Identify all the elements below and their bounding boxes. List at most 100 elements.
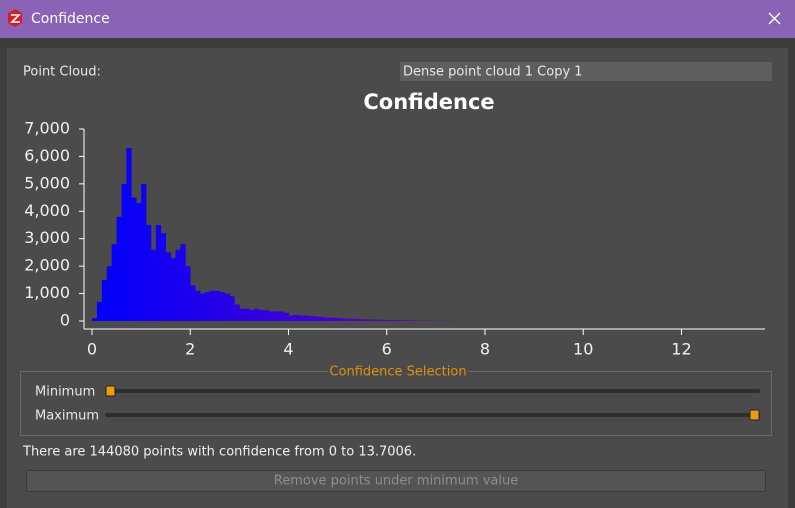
histogram-bar (244, 308, 250, 321)
histogram-bar (190, 285, 196, 321)
histogram-bar (121, 183, 127, 321)
histogram-bar (283, 312, 289, 321)
histogram-bar (367, 319, 373, 321)
histogram-bar (229, 296, 235, 321)
minimum-slider[interactable] (105, 389, 760, 393)
histogram-bar (165, 252, 171, 321)
histogram-bar (371, 319, 378, 321)
histogram-bar (303, 315, 309, 321)
group-title: Confidence Selection (329, 365, 466, 380)
histogram-bar (357, 319, 363, 321)
histogram-bar (308, 316, 314, 321)
histogram-bar (224, 293, 230, 321)
status-text: There are 144080 points with confidence … (22, 445, 416, 460)
histogram-bar (101, 279, 108, 321)
histogram-bar (131, 197, 137, 321)
histogram-bar (391, 320, 397, 321)
chart-title: Confidence (363, 90, 494, 114)
minimum-handle[interactable] (105, 385, 116, 397)
remove-button-label: Remove points under minimum value (274, 474, 519, 489)
histogram-bar (111, 244, 117, 321)
histogram: 0 1,000 2,000 3,000 4,000 5,000 6,000 7,000 0 2 4 6… (24, 119, 765, 359)
histogram-bar (116, 216, 122, 321)
y-tick-label: 6,000 (24, 146, 70, 165)
histogram-bar (146, 225, 152, 321)
histogram-bar (313, 316, 319, 321)
x-tick-label: 8 (480, 340, 490, 359)
histogram-bar (185, 266, 191, 321)
y-tick-label: 2,000 (24, 256, 70, 275)
remove-button[interactable] (26, 470, 766, 492)
histogram-bar (396, 320, 402, 321)
histogram-bar (96, 301, 103, 321)
histogram-bar (234, 304, 240, 321)
histogram-bar (362, 319, 368, 321)
histogram-bar (322, 317, 329, 321)
maximum-slider[interactable] (105, 413, 760, 417)
maximum-handle[interactable] (749, 409, 760, 421)
histogram-bar (416, 320, 422, 321)
histogram-bar (204, 292, 211, 321)
point-cloud-value: Dense point cloud 1 Copy 1 (403, 65, 583, 80)
x-tick-label: 4 (283, 340, 293, 359)
histogram-bar (298, 315, 304, 321)
window-title: Confidence (31, 11, 110, 27)
histogram-bar (141, 183, 147, 321)
histogram-bar (337, 318, 343, 321)
histogram-bar (170, 257, 176, 321)
histogram-bar (92, 318, 98, 321)
histogram-bar (401, 320, 407, 321)
app-icon-mark (10, 14, 21, 23)
histogram-bar (352, 318, 358, 321)
x-tick-label: 12 (671, 340, 691, 359)
histogram-bar (254, 308, 260, 321)
histogram-bar (347, 318, 353, 321)
y-tick-label: 4,000 (24, 201, 70, 220)
histogram-bar (406, 320, 412, 321)
point-cloud-label: Point Cloud: (23, 65, 101, 80)
x-tick-label: 6 (382, 340, 392, 359)
histogram-bar (209, 290, 216, 321)
histogram-bar (411, 320, 417, 321)
histogram-bar (332, 317, 338, 321)
x-tick-label: 10 (573, 340, 593, 359)
histogram-bar (195, 290, 201, 321)
histogram-bar (180, 244, 186, 321)
y-tick-label: 5,000 (24, 173, 70, 192)
close-button[interactable] (768, 12, 781, 25)
histogram-bar (288, 315, 294, 321)
histogram-bar (263, 310, 270, 321)
histogram-bar (106, 266, 112, 321)
histogram-bar (376, 319, 383, 321)
y-tick-label: 3,000 (24, 228, 70, 247)
minimum-label: Minimum (35, 385, 95, 400)
histogram-bar (239, 308, 245, 321)
histogram-bar (317, 316, 324, 321)
histogram-bar (126, 148, 132, 321)
histogram-bar (293, 314, 299, 321)
x-tick-label: 0 (87, 340, 97, 359)
y-tick-label: 0 (60, 311, 70, 330)
histogram-bar (175, 249, 181, 321)
histogram-bar (268, 311, 275, 321)
histogram-bar (259, 310, 265, 321)
y-tick-label: 7,000 (24, 119, 70, 138)
histogram-bar (155, 225, 162, 321)
y-tick-label: 1,000 (24, 283, 70, 302)
group-title-bg (328, 364, 468, 378)
histogram-bar (160, 233, 166, 321)
histogram-bar (381, 319, 388, 321)
point-cloud-combo[interactable] (400, 62, 772, 81)
histogram-bar (273, 311, 279, 321)
title-bar (0, 0, 795, 38)
histogram-bar (327, 317, 333, 321)
histogram-bar (219, 292, 225, 321)
histogram-bar (214, 290, 221, 321)
histogram-bar (150, 249, 157, 321)
maximum-label: Maximum (35, 409, 99, 424)
histogram-bar (278, 311, 284, 321)
histogram-bar (200, 293, 206, 321)
histogram-bar (249, 310, 255, 321)
histogram-bar (342, 318, 348, 321)
